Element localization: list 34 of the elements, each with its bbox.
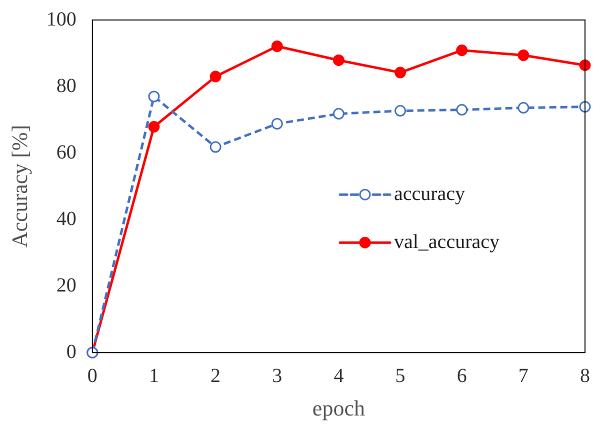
y-tick-label: 20	[56, 274, 76, 296]
point	[148, 90, 160, 102]
x-tick-label: 8	[580, 364, 590, 387]
point	[579, 101, 591, 113]
point	[210, 141, 222, 153]
point	[148, 121, 160, 133]
legend-label: val_accuracy	[394, 230, 500, 253]
point	[518, 102, 530, 114]
x-tick-label: 5	[395, 364, 406, 387]
point	[394, 66, 406, 78]
y-tick-label: 0	[66, 340, 76, 363]
y-axis-title: Accuracy [%]	[6, 124, 32, 248]
x-tick-label: 6	[456, 364, 467, 387]
point	[210, 70, 222, 82]
x-tick-label: 4	[334, 364, 344, 387]
x-tick-label: 1	[148, 364, 159, 387]
point	[456, 44, 468, 56]
legend-label: accuracy	[394, 182, 466, 205]
point	[271, 40, 283, 52]
x-tick-label: 0	[87, 364, 98, 387]
x-tick-label: 2	[210, 364, 221, 387]
y-tick-label: 40	[56, 208, 76, 230]
y-tick-label: 80	[56, 74, 76, 97]
x-axis-title: epoch	[312, 396, 365, 421]
point	[394, 105, 406, 117]
point	[332, 54, 344, 66]
point	[456, 104, 468, 116]
point	[518, 50, 530, 62]
point	[271, 118, 283, 130]
y-tick-label: 60	[56, 141, 76, 164]
x-tick-label: 7	[518, 364, 528, 387]
point	[332, 108, 344, 120]
y-tick-label: 100	[46, 8, 76, 30]
x-tick-label: 3	[272, 364, 282, 387]
